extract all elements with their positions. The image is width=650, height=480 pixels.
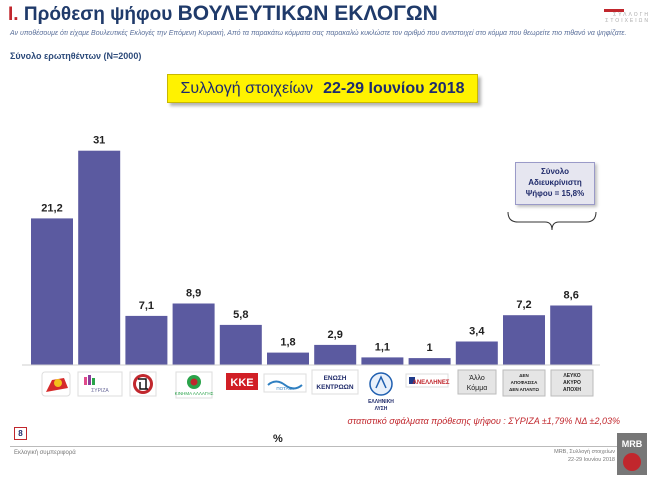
brand-accent: [604, 9, 624, 12]
bar-6: [314, 344, 357, 365]
bar-value-label-1: 31: [93, 135, 105, 147]
bar-10: [503, 315, 545, 365]
party-logo-enosi-kentroon: ΕΝΩΣΗ ΚΕΝΤΡΩΩΝ: [311, 369, 359, 395]
question-text: Αν υποθέσουμε ότι είχαμε Βουλευτικές Εκλ…: [10, 30, 627, 37]
kinal-logo-text: ΚΙΝΗΜΑ ΑΛΛΑΓΗΣ: [175, 391, 214, 396]
title-lead: Πρόθεση ψήφου: [23, 4, 173, 25]
title-caps: ΒΟΥΛΕΥΤΙΚΩΝ ΕΚΛΟΓΩΝ: [177, 2, 438, 25]
statistical-error-note: στατιστικό σφάλματα πρόθεσης ψήφου : ΣΥΡ…: [347, 416, 620, 426]
undecided-line2: Αδιευκρίνιστη: [528, 178, 582, 187]
mrb-logo: MRB: [617, 433, 647, 475]
percent-unit: %: [273, 433, 283, 445]
bar-value-label-11: 8,6: [564, 290, 579, 302]
bars-layer: [31, 150, 593, 365]
bar-value-label-9: 3,4: [469, 326, 485, 338]
sample-size: Σύνολο ερωτηθέντων (Ν=2000): [10, 51, 142, 61]
category-blank-abstain: ΛΕΥΚΟ ΑΚΥΡΟ ΑΠΟΧΗ: [550, 369, 594, 397]
party-logo-xa: [129, 371, 157, 397]
party-logo-syriza: ΣΥΡΙΖΑ: [77, 371, 123, 397]
elliniki-logo-text-2: ΛΥΣΗ: [375, 406, 388, 412]
potami-logo-text: ΠΟΤΑΜΙ: [276, 386, 293, 391]
bar-value-label-2: 7,1: [139, 300, 154, 312]
other-label-2: Κόμμα: [467, 384, 488, 392]
undecided-label-2: ΑΠΟΦΑΣΙΣΑ: [511, 380, 538, 385]
other-label-1: Άλλο: [469, 375, 485, 382]
bar-value-label-8: 1: [427, 342, 433, 354]
collection-date-box: Συλλογή στοιχείων 22-29 Ιουνίου 2018: [167, 74, 478, 103]
blank-label-2: ΑΚΥΡΟ: [563, 380, 581, 386]
undecided-box: Σύνολο Αδιευκρίνιστη Ψήφου = 15,8%: [515, 162, 595, 205]
anel-logo-text: ΑΝΕΛΛΗΝΕΣ: [413, 380, 450, 386]
blank-label-3: ΑΠΟΧΗ: [563, 387, 581, 393]
blank-label-1: ΛΕΥΚΟ: [563, 373, 580, 379]
collection-label: Συλλογή στοιχείων: [180, 79, 314, 97]
undecided-line1: Σύνολο: [540, 167, 570, 176]
bar-value-label-10: 7,2: [516, 299, 531, 311]
bar-5: [267, 352, 309, 365]
bar-1: [78, 150, 121, 365]
undecided-label-1: ΔΕΝ: [519, 373, 529, 378]
bar-value-label-7: 1,1: [375, 341, 390, 353]
bar-value-label-3: 8,9: [186, 288, 201, 300]
bar-0: [31, 218, 73, 365]
bar-value-label-5: 1,8: [280, 337, 295, 349]
party-logo-elliniki-lysi: ΕΛΛΗΝΙΚΗ ΛΥΣΗ: [368, 372, 394, 412]
brand-label: ΣΥΛΛΟΓΗ ΣΤΟΙΧΕΙΩΝ: [605, 12, 650, 24]
footer-right-line1: MRB, Συλλογή στοιχείων: [554, 449, 615, 455]
footer-right-text: MRB, Συλλογή στοιχείων 22-29 Ιουνίου 201…: [505, 448, 615, 464]
bar-11: [550, 305, 593, 365]
bar-9: [455, 341, 498, 365]
bar-3: [172, 303, 215, 365]
bar-7: [361, 357, 404, 365]
enosi-logo-text-2: ΚΕΝΤΡΩΩΝ: [316, 384, 353, 391]
party-logo-kinal: ΚΙΝΗΜΑ ΑΛΛΑΓΗΣ: [175, 371, 214, 399]
collection-range: 22-29 Ιουνίου 2018: [323, 79, 465, 97]
syriza-logo-text: ΣΥΡΙΖΑ: [91, 388, 109, 394]
bar-2: [125, 315, 168, 365]
elliniki-logo-text: ΕΛΛΗΝΙΚΗ: [368, 399, 394, 405]
bar-value-label-0: 21,2: [41, 202, 62, 214]
undecided-brace: [507, 211, 597, 231]
page-number: 8: [14, 427, 27, 440]
party-logo-potami: ΠΟΤΑΜΙ: [263, 373, 307, 393]
footer-left-text: Εκλογική συμπεριφορά: [14, 450, 76, 456]
mrb-logo-text: MRB: [621, 439, 643, 449]
bar-value-label-4: 5,8: [233, 309, 248, 321]
kke-logo-text: ΚΚΕ: [230, 377, 253, 389]
vote-intention-bar-chart: 21,2 31 7,1 8,9 5,8 1,8 2,9 1,1 1 3,4 7,2 8,6 ΣΥΡΙΖ…: [22, 135, 600, 412]
undecided-line3: Ψήφου = 15,8%: [525, 189, 585, 198]
category-undecided: ΔΕΝ ΑΠΟΦΑΣΙΣΑ ΔΕΝ ΑΠΑΝΤΩ: [502, 369, 546, 397]
enosi-logo-text-1: ΕΝΩΣΗ: [324, 375, 347, 382]
party-logo-kke: ΚΚΕ: [226, 373, 258, 390]
bar-8: [408, 358, 451, 365]
section-number: Ι.: [8, 4, 19, 25]
party-logo-anel: ΑΝΕΛΛΗΝΕΣ: [405, 373, 450, 388]
page-title: Ι. Πρόθεση ψήφου ΒΟΥΛΕΥΤΙΚΩΝ ΕΚΛΟΓΩΝ: [8, 2, 438, 26]
category-other-party: Άλλο Κόμμα: [457, 369, 497, 395]
footer-right-line2: 22-29 Ιουνίου 2018: [568, 457, 615, 463]
footer-divider: [10, 446, 630, 447]
party-logos-layer: ΣΥΡΙΖΑ ΚΙΝΗΜΑ ΑΛΛΑΓΗΣ ΚΚΕ ΠΟΤΑΜΙ: [41, 369, 594, 412]
undecided-label-3: ΔΕΝ ΑΠΑΝΤΩ: [509, 387, 539, 392]
bar-value-label-6: 2,9: [328, 329, 343, 341]
mrb-logo-mark: [623, 453, 641, 471]
party-logo-nd: [41, 371, 71, 397]
value-labels-layer: 21,2 31 7,1 8,9 5,8 1,8 2,9 1,1 1 3,4 7,2 8,6: [41, 135, 579, 354]
bar-4: [219, 324, 262, 365]
